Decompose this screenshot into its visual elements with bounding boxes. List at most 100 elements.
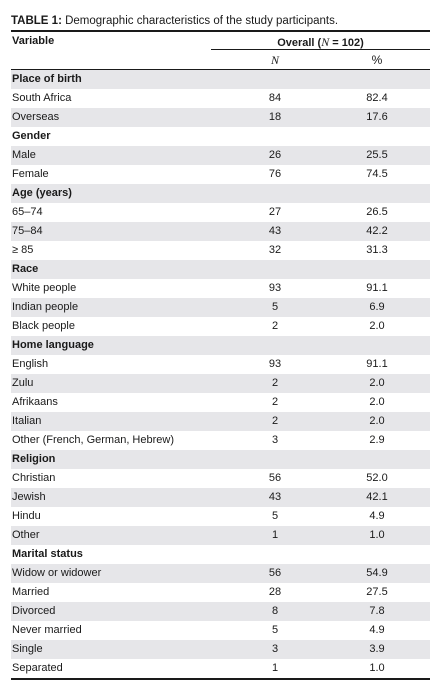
row-label: Never married [12, 624, 82, 636]
percent-cell: 52.0 [366, 472, 388, 484]
row-label: Separated [12, 662, 63, 674]
percent-cell: 91.1 [366, 358, 388, 370]
row-label: Male [12, 149, 36, 161]
percent-cell: 2.0 [369, 396, 385, 408]
table-row: Never married 5 4.9 [11, 621, 430, 640]
percent-cell: 91.1 [366, 282, 388, 294]
percent-cell: 2.9 [369, 434, 385, 446]
row-label: South Africa [12, 92, 72, 104]
percent-cell: 4.9 [369, 624, 385, 636]
table-row: Female 76 74.5 [11, 165, 430, 184]
count-cell: 18 [268, 111, 282, 123]
percent-cell: 17.6 [366, 111, 388, 123]
section-row: Gender [11, 127, 430, 146]
count-cell: 84 [268, 92, 282, 104]
count-cell: 27 [268, 206, 282, 218]
count-cell: 32 [268, 244, 282, 256]
count-cell: 5 [271, 624, 279, 636]
section-label: Gender [12, 130, 51, 142]
percent-cell: 42.1 [366, 491, 388, 503]
section-label: Race [12, 263, 39, 275]
percent-cell: 2.0 [369, 377, 385, 389]
count-cell: 8 [271, 605, 279, 617]
count-cell: 2 [271, 415, 279, 427]
row-label: Italian [12, 415, 42, 427]
percent-column-header: % [371, 53, 383, 67]
section-row: Marital status [11, 545, 430, 564]
percent-cell: 27.5 [366, 586, 388, 598]
percent-cell: 3.9 [369, 643, 385, 655]
percent-cell: 31.3 [366, 244, 388, 256]
count-cell: 2 [271, 320, 279, 332]
count-cell: 28 [268, 586, 282, 598]
overall-header: Overall (N = 102) [211, 35, 430, 50]
n-column-header: N [270, 53, 279, 67]
percent-cell: 26.5 [366, 206, 388, 218]
percent-cell: 42.2 [366, 225, 388, 237]
table-row: Separated 1 1.0 [11, 659, 430, 678]
row-label: Married [12, 586, 50, 598]
table-row: Other (French, German, Hebrew) 3 2.9 [11, 431, 430, 450]
row-label: Zulu [12, 377, 34, 389]
row-label: 75–84 [12, 225, 43, 237]
table-row: South Africa 84 82.4 [11, 89, 430, 108]
section-row: Religion [11, 450, 430, 469]
table-row: Christian 56 52.0 [11, 469, 430, 488]
overall-subrule [211, 49, 430, 50]
table-row: Afrikaans 2 2.0 [11, 393, 430, 412]
table-row: Indian people 5 6.9 [11, 298, 430, 317]
percent-cell: 2.0 [369, 415, 385, 427]
count-cell: 76 [268, 168, 282, 180]
overall-n: N [321, 35, 330, 49]
table-row: Overseas 18 17.6 [11, 108, 430, 127]
row-label: 65–74 [12, 206, 43, 218]
row-label: Single [12, 643, 43, 655]
table-row: Divorced 8 7.8 [11, 602, 430, 621]
count-cell: 5 [271, 510, 279, 522]
percent-cell: 2.0 [369, 320, 385, 332]
row-label: Widow or widower [12, 567, 102, 579]
table-row: Other 1 1.0 [11, 526, 430, 545]
count-cell: 1 [271, 662, 279, 674]
row-label: Black people [12, 320, 75, 332]
table-body: Place of birth South Africa 84 82.4 Overseas… [11, 70, 430, 678]
row-label: Other (French, German, Hebrew) [12, 434, 174, 446]
count-cell: 26 [268, 149, 282, 161]
row-label: Other [12, 529, 40, 541]
percent-cell: 1.0 [369, 529, 385, 541]
table-row: Single 3 3.9 [11, 640, 430, 659]
table-caption: TABLE 1: Demographic characteristics of … [11, 14, 338, 28]
table-row: 75–84 43 42.2 [11, 222, 430, 241]
table-row: English 93 91.1 [11, 355, 430, 374]
section-label: Marital status [12, 548, 83, 560]
count-cell: 93 [268, 358, 282, 370]
caption-label: TABLE 1: [11, 15, 62, 27]
section-label: Place of birth [12, 73, 82, 85]
percent-cell: 6.9 [369, 301, 385, 313]
table-row: White people 93 91.1 [11, 279, 430, 298]
percent-cell: 54.9 [366, 567, 388, 579]
table-row: Black people 2 2.0 [11, 317, 430, 336]
row-label: White people [12, 282, 77, 294]
row-label: Hindu [12, 510, 41, 522]
count-cell: 56 [268, 472, 282, 484]
count-cell: 1 [271, 529, 279, 541]
count-cell: 43 [268, 225, 282, 237]
percent-cell: 1.0 [369, 662, 385, 674]
table-row: Zulu 2 2.0 [11, 374, 430, 393]
row-label: Christian [12, 472, 56, 484]
count-cell: 5 [271, 301, 279, 313]
row-label: Female [12, 168, 49, 180]
row-label: Jewish [12, 491, 46, 503]
table-row: Married 28 27.5 [11, 583, 430, 602]
count-cell: 93 [268, 282, 282, 294]
table-row: ≥ 85 32 31.3 [11, 241, 430, 260]
overall-prefix: Overall ( [277, 37, 322, 49]
section-label: Age (years) [12, 187, 72, 199]
header-rule [11, 69, 430, 70]
table-row: Italian 2 2.0 [11, 412, 430, 431]
count-cell: 2 [271, 377, 279, 389]
count-cell: 56 [268, 567, 282, 579]
section-label: Home language [12, 339, 94, 351]
